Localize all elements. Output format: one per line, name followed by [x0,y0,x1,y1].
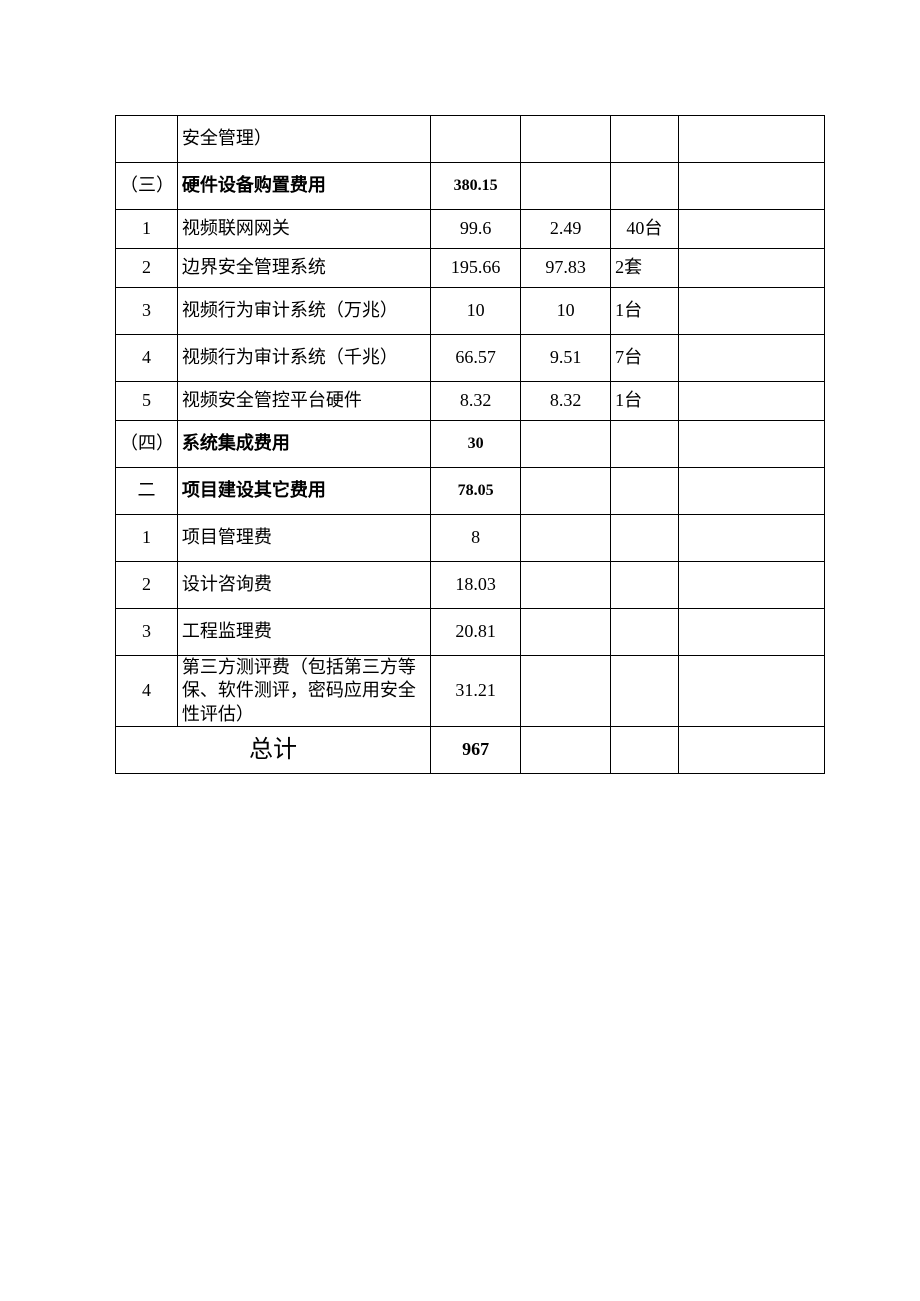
table-row: 5 视频安全管控平台硬件 8.32 8.32 1台 [116,382,825,421]
cell-name: 视频联网网关 [177,210,430,249]
cell-idx: 4 [116,335,178,382]
cell-amt: 78.05 [431,468,521,515]
cell-name: 项目建设其它费用 [177,468,430,515]
total-label: 总计 [116,727,431,774]
cell-idx: （四） [116,421,178,468]
cell-rem [678,656,824,727]
cell-empty [611,727,679,774]
cell-idx: 二 [116,468,178,515]
cell-rem [678,210,824,249]
cell-rem [678,562,824,609]
cell-empty [521,727,611,774]
cell-amt [431,116,521,163]
cell-name: 边界安全管理系统 [177,249,430,288]
cell-name: 工程监理费 [177,609,430,656]
cell-amt: 8 [431,515,521,562]
cell-unit: 9.51 [521,335,611,382]
table-row: 2 边界安全管理系统 195.66 97.83 2套 [116,249,825,288]
table-row: 2 设计咨询费 18.03 [116,562,825,609]
cell-idx: 3 [116,609,178,656]
cell-idx: 2 [116,249,178,288]
table-row: 1 视频联网网关 99.6 2.49 40台 [116,210,825,249]
cell-amt: 18.03 [431,562,521,609]
cell-rem [678,288,824,335]
table-row: 1 项目管理费 8 [116,515,825,562]
document-page: 安全管理） （三） 硬件设备购置费用 380.15 1 视频联网网关 99.6 … [0,0,920,1301]
cell-qty [611,562,679,609]
cell-unit [521,468,611,515]
cell-idx: 1 [116,210,178,249]
cell-qty: 1台 [611,382,679,421]
cell-name: 设计咨询费 [177,562,430,609]
cell-amt: 195.66 [431,249,521,288]
cell-qty: 1台 [611,288,679,335]
cell-empty [678,727,824,774]
cell-unit [521,515,611,562]
cell-qty: 7台 [611,335,679,382]
cell-unit [521,116,611,163]
total-value: 967 [431,727,521,774]
cell-unit [521,656,611,727]
cell-qty: 40台 [611,210,679,249]
cell-idx: 4 [116,656,178,727]
cell-unit [521,421,611,468]
cell-name: 项目管理费 [177,515,430,562]
table-row: 3 工程监理费 20.81 [116,609,825,656]
table-row: 4 视频行为审计系统（千兆） 66.57 9.51 7台 [116,335,825,382]
cell-rem [678,468,824,515]
table-row: 3 视频行为审计系统（万兆） 10 10 1台 [116,288,825,335]
table-row-total: 总计 967 [116,727,825,774]
cell-rem [678,163,824,210]
cell-amt: 30 [431,421,521,468]
cell-qty [611,609,679,656]
cell-unit: 8.32 [521,382,611,421]
table-row: （三） 硬件设备购置费用 380.15 [116,163,825,210]
cell-unit: 97.83 [521,249,611,288]
cell-unit [521,609,611,656]
cell-unit [521,562,611,609]
cell-name: 系统集成费用 [177,421,430,468]
cell-qty [611,116,679,163]
cell-idx: 3 [116,288,178,335]
cell-name: 视频安全管控平台硬件 [177,382,430,421]
cell-amt: 99.6 [431,210,521,249]
cell-name: 硬件设备购置费用 [177,163,430,210]
cell-idx [116,116,178,163]
cell-amt: 31.21 [431,656,521,727]
budget-table: 安全管理） （三） 硬件设备购置费用 380.15 1 视频联网网关 99.6 … [115,115,825,774]
table-row: 安全管理） [116,116,825,163]
cell-rem [678,249,824,288]
cell-rem [678,335,824,382]
cell-name: 第三方测评费（包括第三方等保、软件测评，密码应用安全性评估） [177,656,430,727]
cell-idx: （三） [116,163,178,210]
cell-amt: 66.57 [431,335,521,382]
cell-qty [611,468,679,515]
cell-amt: 20.81 [431,609,521,656]
cell-name: 视频行为审计系统（千兆） [177,335,430,382]
cell-amt: 10 [431,288,521,335]
cell-qty [611,515,679,562]
cell-rem [678,609,824,656]
cell-qty [611,421,679,468]
cell-qty [611,163,679,210]
cell-idx: 1 [116,515,178,562]
cell-unit [521,163,611,210]
cell-rem [678,515,824,562]
table-row: 4 第三方测评费（包括第三方等保、软件测评，密码应用安全性评估） 31.21 [116,656,825,727]
cell-amt: 8.32 [431,382,521,421]
cell-qty: 2套 [611,249,679,288]
cell-idx: 2 [116,562,178,609]
cell-name: 安全管理） [177,116,430,163]
cell-qty [611,656,679,727]
table-row: （四） 系统集成费用 30 [116,421,825,468]
cell-idx: 5 [116,382,178,421]
cell-rem [678,421,824,468]
table-row: 二 项目建设其它费用 78.05 [116,468,825,515]
cell-name: 视频行为审计系统（万兆） [177,288,430,335]
cell-unit: 10 [521,288,611,335]
cell-rem [678,116,824,163]
cell-rem [678,382,824,421]
cell-amt: 380.15 [431,163,521,210]
cell-unit: 2.49 [521,210,611,249]
